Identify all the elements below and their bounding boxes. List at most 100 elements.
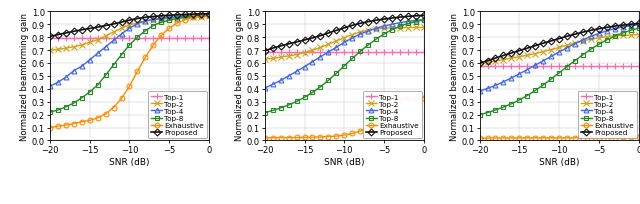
Top-2 [380, 28, 388, 30]
Top-4 [619, 27, 627, 29]
Proposed [412, 16, 420, 18]
Top-4 [165, 17, 173, 20]
Proposed [46, 36, 54, 39]
Top-1 [62, 37, 70, 40]
Top-2 [181, 17, 189, 20]
Top-4 [62, 76, 70, 79]
Proposed [301, 40, 308, 42]
Top-4 [189, 15, 197, 18]
Top-2 [595, 37, 603, 40]
Top-8 [118, 54, 125, 57]
Top-4 [173, 17, 181, 19]
Top-4 [380, 26, 388, 28]
Top-4 [324, 51, 332, 54]
Top-8 [540, 84, 547, 87]
Top-2 [500, 59, 508, 62]
Top-4 [547, 56, 555, 58]
Top-1 [141, 37, 149, 40]
Top-8 [372, 39, 380, 41]
Exhaustive [261, 137, 269, 139]
Proposed [484, 60, 492, 63]
Top-2 [356, 32, 364, 34]
Top-8 [54, 109, 61, 112]
Exhaustive [540, 137, 547, 139]
Top-8 [165, 20, 173, 22]
Proposed [524, 48, 531, 50]
Top-8 [340, 65, 348, 68]
Proposed [134, 18, 141, 21]
Proposed [603, 27, 611, 29]
Line: Top-4: Top-4 [477, 23, 640, 94]
Top-1 [324, 51, 332, 54]
Line: Top-2: Top-2 [47, 15, 212, 54]
Top-8 [317, 86, 324, 89]
Top-4 [476, 90, 483, 93]
Proposed [372, 20, 380, 22]
Exhaustive [380, 114, 388, 117]
Top-4 [572, 43, 579, 46]
Exhaustive [173, 23, 181, 25]
Proposed [54, 34, 61, 37]
Top-4 [508, 77, 515, 80]
Top-2 [157, 19, 165, 21]
Proposed [587, 30, 595, 32]
Top-8 [595, 44, 603, 46]
Top-2 [62, 48, 70, 50]
Proposed [500, 55, 508, 57]
Top-4 [317, 56, 324, 59]
Top-8 [324, 80, 332, 82]
Top-2 [372, 28, 380, 31]
Exhaustive [572, 137, 579, 139]
Top-2 [205, 16, 213, 19]
Top-4 [46, 85, 54, 88]
Top-4 [579, 39, 587, 42]
Top-2 [118, 28, 125, 30]
Top-4 [78, 66, 86, 68]
Top-2 [317, 47, 324, 49]
Proposed [269, 48, 276, 50]
Top-1 [619, 66, 627, 68]
Top-1 [627, 66, 635, 68]
Proposed [94, 27, 102, 29]
Top-2 [134, 23, 141, 25]
Top-4 [285, 75, 292, 78]
Exhaustive [603, 137, 611, 139]
Top-2 [420, 27, 428, 29]
Top-4 [86, 59, 93, 62]
Top-2 [102, 35, 109, 38]
Exhaustive [277, 137, 285, 139]
Exhaustive [269, 137, 276, 139]
Exhaustive [70, 123, 77, 125]
Top-1 [516, 66, 524, 68]
Proposed [420, 15, 428, 18]
Top-8 [285, 104, 292, 107]
Top-1 [611, 66, 619, 68]
Exhaustive [46, 127, 54, 129]
Top-2 [340, 37, 348, 40]
Top-2 [524, 55, 531, 57]
Exhaustive [308, 136, 316, 139]
Line: Top-1: Top-1 [476, 64, 640, 70]
Top-8 [484, 112, 492, 114]
Top-8 [134, 37, 141, 39]
X-axis label: SNR (dB): SNR (dB) [324, 157, 365, 166]
Exhaustive [78, 121, 86, 123]
Proposed [118, 22, 125, 24]
Top-4 [364, 31, 372, 33]
Exhaustive [531, 137, 539, 139]
Line: Top-1: Top-1 [47, 35, 212, 42]
Proposed [356, 23, 364, 26]
Top-2 [285, 55, 292, 58]
Proposed [308, 38, 316, 40]
Exhaustive [86, 120, 93, 122]
Top-8 [150, 25, 157, 28]
Top-2 [125, 24, 133, 27]
Top-2 [333, 41, 340, 43]
Top-1 [340, 51, 348, 54]
Top-8 [46, 111, 54, 114]
Top-1 [134, 37, 141, 40]
Proposed [595, 28, 603, 31]
Top-2 [611, 35, 619, 38]
Exhaustive [157, 35, 165, 37]
Top-8 [556, 72, 563, 75]
